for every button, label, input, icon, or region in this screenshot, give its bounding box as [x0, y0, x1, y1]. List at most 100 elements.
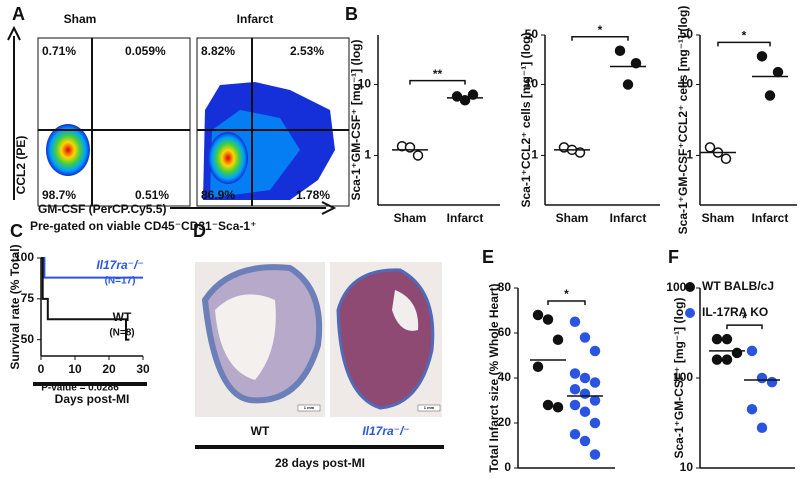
panel-label: B: [345, 4, 358, 24]
quadrant-value: 98.7%: [42, 188, 76, 202]
annotation: P-value = 0.0286: [41, 383, 119, 394]
axis-label: CCL2 (PE): [14, 136, 28, 195]
data-point: [467, 89, 479, 100]
y-tick-label: 60: [498, 325, 512, 339]
data-point: [622, 79, 634, 90]
density: [46, 124, 90, 176]
data-point: [552, 334, 564, 345]
data-point: [579, 372, 591, 384]
data-point: [746, 403, 758, 415]
x-tick-label: Sham: [556, 211, 589, 225]
data-point: [532, 361, 544, 372]
data-point: [552, 402, 564, 413]
x-tick-label: 20: [102, 362, 116, 376]
quadrant-value: 0.71%: [42, 44, 76, 58]
plot-frame: [37, 37, 191, 207]
y-tick-label: 1: [531, 148, 538, 162]
x-axis-label: Days post-MI: [55, 392, 130, 406]
axis-label: GM-CSF (PerCP.Cy5.5): [38, 202, 166, 216]
y-tick-label: 50: [525, 27, 539, 41]
y-tick-label: 80: [498, 280, 512, 294]
significance-label: *: [742, 311, 747, 325]
scale-label: 1 mm: [424, 405, 435, 410]
y-tick-label: 1: [364, 148, 371, 162]
x-tick-label: Sham: [394, 211, 427, 225]
y-axis-label: Sca-1⁺GM-CSF⁺ [mg⁻¹] (log): [672, 298, 686, 459]
histology-panel: 1 mm 1 mm WT Il17ra⁻/⁻ 28 days post-MI: [195, 262, 444, 470]
data-point: [412, 150, 424, 161]
significance-bar: [571, 35, 629, 41]
data-point: [756, 372, 768, 384]
y-axis-label: Sca-1⁺GM-CSF⁺CCL2⁺ cells [mg⁻¹] (log): [676, 6, 690, 235]
caption: 28 days post-MI: [275, 456, 365, 470]
y-tick-label: 100: [673, 370, 693, 384]
data-point: [721, 354, 733, 365]
data-point: [731, 347, 743, 359]
data-point: [746, 345, 758, 357]
data-point: [579, 435, 591, 447]
plot-title: Infarct: [237, 12, 274, 26]
series-n: (N=8): [109, 328, 134, 339]
data-point: [756, 422, 768, 434]
scale-bar: [417, 404, 441, 412]
density: [208, 132, 248, 184]
data-point: [720, 153, 732, 164]
data-point: [569, 399, 581, 411]
data-point: [542, 399, 554, 411]
panel-label: F: [668, 247, 679, 267]
x-tick-label: 0: [38, 362, 45, 376]
data-point: [589, 377, 601, 388]
panel-label: A: [12, 4, 25, 24]
data-point: [756, 51, 768, 62]
data-point: [569, 384, 581, 395]
data-point: [614, 45, 626, 56]
survival-line: [41, 257, 130, 341]
data-point: [532, 309, 544, 321]
y-tick-label: 75: [21, 291, 35, 305]
data-point: [579, 388, 591, 399]
y-tick-label: 10: [358, 77, 372, 91]
x-tick-label: Infarct: [610, 211, 647, 225]
panel-label: C: [10, 221, 23, 241]
y-tick-label: 10: [680, 460, 694, 474]
image-label: Il17ra⁻/⁻: [362, 424, 409, 438]
data-point: [764, 90, 776, 101]
y-axis-label: Total Infarct size (% Whole Heart): [487, 283, 501, 472]
significance-label: *: [742, 29, 747, 43]
legend-label: IL-17RA KO: [702, 305, 768, 319]
legend-marker: [685, 282, 695, 292]
quadrant-value: 0.059%: [125, 44, 166, 58]
data-point: [579, 406, 591, 417]
y-axis-label: Sca-1⁺CCL2⁺ cells [mg⁻¹] (log): [519, 32, 533, 207]
data-point: [630, 57, 642, 69]
significance-bar: [409, 79, 466, 85]
x-tick-label: 30: [136, 362, 150, 376]
quadrant-value: 1.78%: [296, 188, 330, 202]
quadrant-value: 86.9%: [201, 188, 235, 202]
scale-label: 1 mm: [304, 405, 315, 410]
data-point: [589, 417, 601, 429]
gating-note: Pre-gated on viable CD45⁻CD31⁻Sca-1⁺: [30, 219, 256, 233]
legend-marker: [685, 308, 695, 318]
y-tick-label: 50: [680, 27, 694, 41]
y-tick-label: 20: [498, 415, 512, 429]
data-point: [711, 354, 723, 365]
data-point: [766, 376, 778, 388]
y-tick-label: 1: [686, 148, 693, 162]
data-point: [711, 333, 723, 345]
x-tick-label: Sham: [702, 211, 735, 225]
data-point: [579, 332, 591, 343]
quadrant-value: 2.53%: [290, 44, 324, 58]
significance-label: **: [433, 67, 443, 81]
data-point: [589, 449, 601, 460]
y-tick-label: 100: [14, 250, 34, 264]
tissue: [215, 294, 276, 380]
significance-bar: [726, 324, 763, 330]
axis-arrow: [7, 25, 21, 41]
data-point: [569, 368, 581, 379]
significance-bar: [717, 41, 771, 47]
axis-arrow: [321, 201, 337, 215]
data-point: [569, 316, 581, 327]
x-tick-label: 10: [68, 362, 82, 376]
